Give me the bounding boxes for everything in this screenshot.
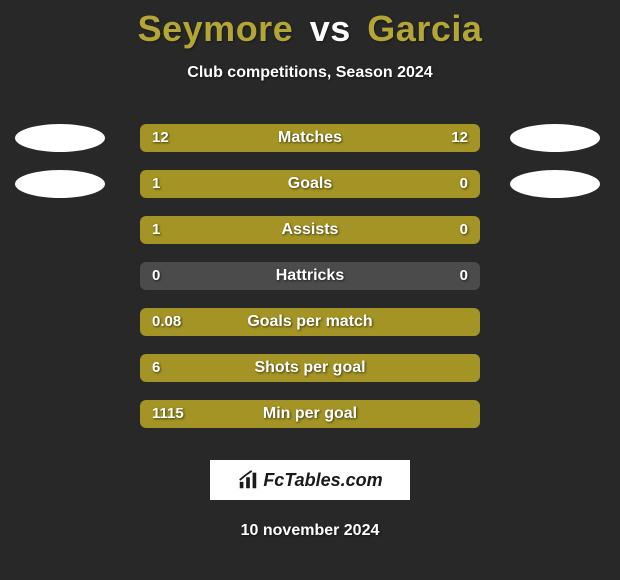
stat-value-left: 0 xyxy=(152,262,160,290)
bar-right xyxy=(402,170,480,198)
stat-row: 10Assists xyxy=(0,216,620,262)
stat-row: 1212Matches xyxy=(0,124,620,170)
source-logo: FcTables.com xyxy=(210,460,410,500)
player1-name: Seymore xyxy=(138,8,294,49)
stat-value-left: 12 xyxy=(152,124,169,152)
stat-row: 00Hattricks xyxy=(0,262,620,308)
stat-row: 1115Min per goal xyxy=(0,400,620,446)
stat-value-left: 1 xyxy=(152,216,160,244)
bar-left xyxy=(140,400,480,428)
chart-icon xyxy=(237,469,259,491)
stat-row: 6Shots per goal xyxy=(0,354,620,400)
bar-left xyxy=(140,216,402,244)
stat-value-right: 12 xyxy=(451,124,468,152)
stat-value-right: 0 xyxy=(460,170,468,198)
bar-left xyxy=(140,354,480,382)
player2-avatar xyxy=(510,170,600,198)
vs-text: vs xyxy=(310,8,351,49)
player1-avatar xyxy=(15,124,105,152)
player1-avatar xyxy=(15,170,105,198)
stat-value-right: 0 xyxy=(460,262,468,290)
bar-left xyxy=(140,170,402,198)
stat-value-left: 0.08 xyxy=(152,308,181,336)
stat-rows: 1212Matches10Goals10Assists00Hattricks0.… xyxy=(0,124,620,446)
bar-track xyxy=(140,216,480,244)
bar-track xyxy=(140,308,480,336)
stat-value-right: 0 xyxy=(460,216,468,244)
bar-track xyxy=(140,262,480,290)
bar-track xyxy=(140,124,480,152)
bar-track xyxy=(140,400,480,428)
stat-value-left: 1115 xyxy=(152,400,184,428)
subtitle: Club competitions, Season 2024 xyxy=(0,64,620,82)
page-title: Seymore vs Garcia xyxy=(0,0,620,50)
stat-row: 10Goals xyxy=(0,170,620,216)
player2-avatar xyxy=(510,124,600,152)
bar-left xyxy=(140,308,480,336)
stat-value-left: 1 xyxy=(152,170,160,198)
stat-value-left: 6 xyxy=(152,354,160,382)
bar-right xyxy=(402,216,480,244)
stat-row: 0.08Goals per match xyxy=(0,308,620,354)
date-text: 10 november 2024 xyxy=(0,522,620,540)
bar-track xyxy=(140,170,480,198)
bar-track xyxy=(140,354,480,382)
player2-name: Garcia xyxy=(367,8,482,49)
logo-text: FcTables.com xyxy=(263,470,382,491)
